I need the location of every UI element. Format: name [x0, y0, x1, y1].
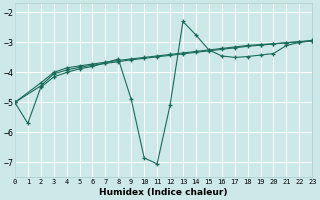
- X-axis label: Humidex (Indice chaleur): Humidex (Indice chaleur): [99, 188, 228, 197]
